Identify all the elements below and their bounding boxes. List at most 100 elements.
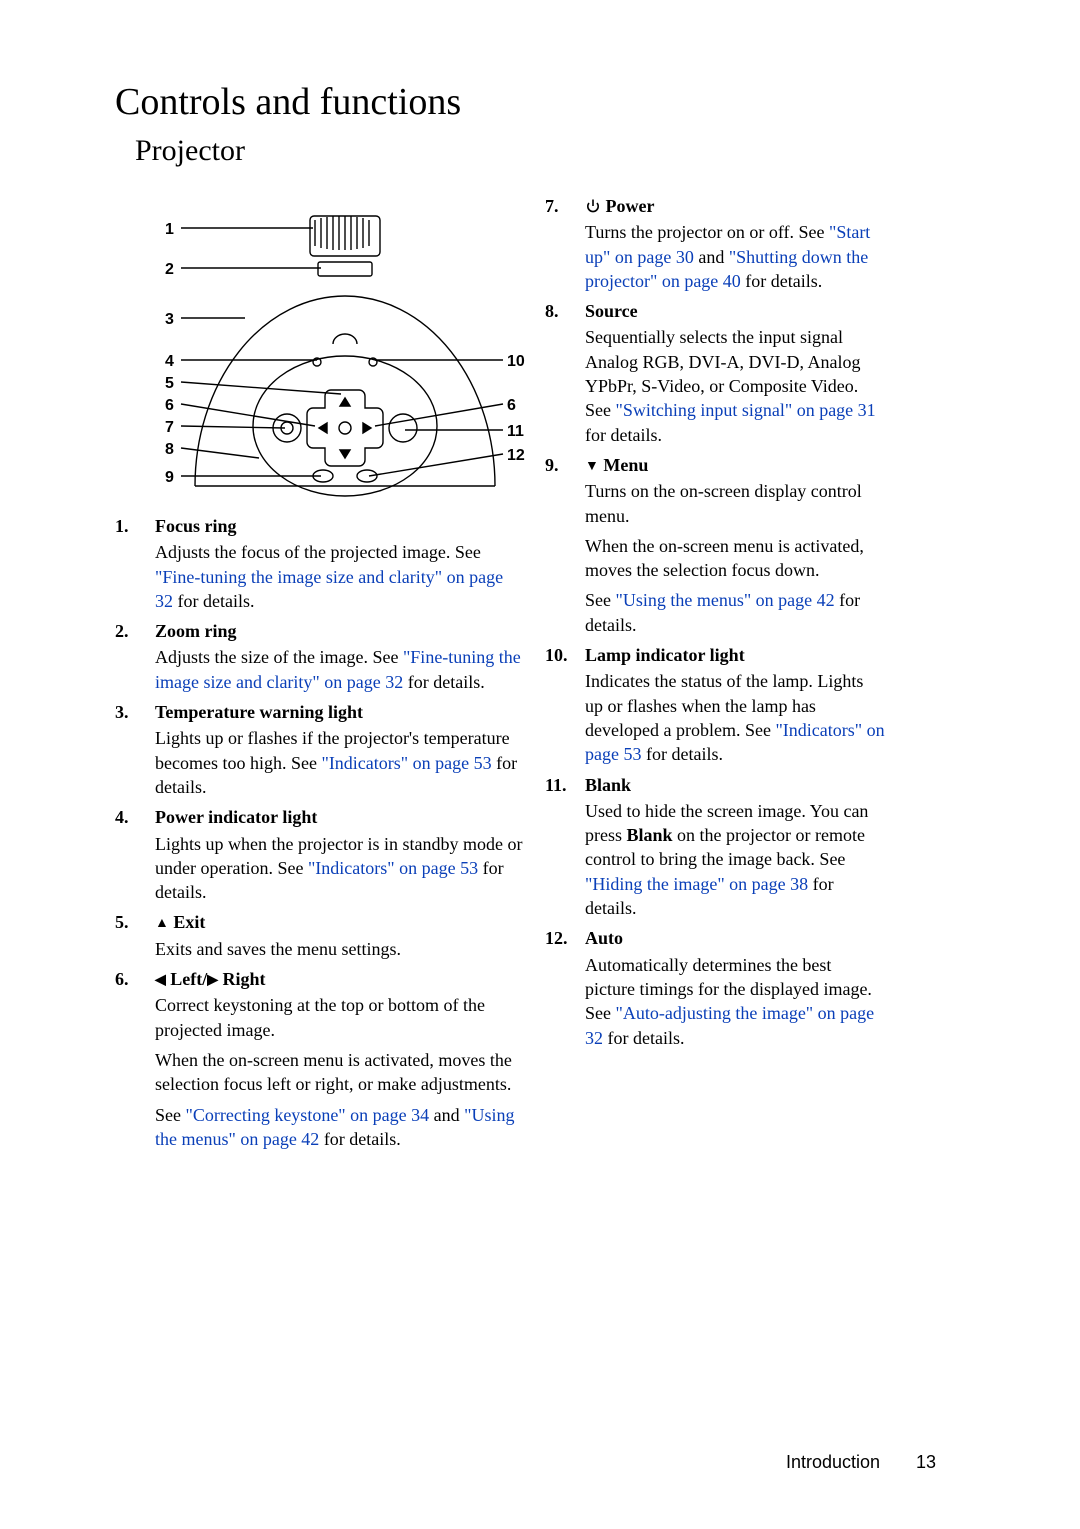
item-body: SourceSequentially selects the input sig… <box>585 299 885 447</box>
item-body: Auto Automatically determines the best pi… <box>585 926 885 1049</box>
arrow-icon: ▲ <box>155 915 169 934</box>
item-title: Temperature warning light <box>155 700 525 724</box>
text: See <box>155 1105 186 1125</box>
callout-9: 9 <box>165 469 174 486</box>
item-title: Zoom ring <box>155 619 525 643</box>
item-number: 6. <box>115 967 155 1151</box>
item-description: See "Correcting keystone" on page 34 and… <box>155 1103 525 1152</box>
text: and <box>429 1105 464 1125</box>
item-body: BlankUsed to hide the screen image. You … <box>585 773 885 921</box>
callout-7: 7 <box>165 419 174 436</box>
cross-reference-link[interactable]: "Indicators" on page 53 <box>321 753 491 773</box>
item-title: Power indicator light <box>155 805 525 829</box>
text: Turns on the on-screen display control m… <box>585 481 862 525</box>
cross-reference-link[interactable]: "Indicators" on page 53 <box>308 858 478 878</box>
page-subtitle: Projector <box>135 134 980 168</box>
item-title: Power <box>585 194 885 218</box>
text: for details. <box>641 744 722 764</box>
item-title: ▼ Menu <box>585 453 885 477</box>
item-description: Lights up or flashes if the projector's … <box>155 726 525 799</box>
item-number: 9. <box>545 453 585 637</box>
item-description: Adjusts the size of the image. See "Fine… <box>155 645 525 694</box>
item-description: When the on-screen menu is activated, mo… <box>155 1048 525 1097</box>
item-body: Lamp indicator lightIndicates the status… <box>585 643 885 766</box>
list-item: 10.Lamp indicator lightIndicates the sta… <box>545 643 885 766</box>
item-title: ◀ Left/▶ Right <box>155 967 525 991</box>
item-number: 1. <box>115 514 155 613</box>
callout-12: 12 <box>507 447 525 464</box>
cross-reference-link[interactable]: "Using the menus" on page 42 <box>616 590 835 610</box>
cross-reference-link[interactable]: "Correcting keystone" on page 34 <box>186 1105 430 1125</box>
item-description: Automatically determines the best pictur… <box>585 953 885 1050</box>
page-title: Controls and functions <box>115 80 980 124</box>
item-number: 8. <box>545 299 585 447</box>
text: for details. <box>585 425 662 445</box>
item-description: Exits and saves the menu settings. <box>155 937 525 961</box>
list-item: 8.SourceSequentially selects the input s… <box>545 299 885 447</box>
item-body: Power indicator light Lights up when the … <box>155 805 525 904</box>
item-title: Auto <box>585 926 885 950</box>
callout-5: 5 <box>165 375 174 392</box>
item-description: Turns on the on-screen display control m… <box>585 479 885 528</box>
text: Turns the projector on or off. See <box>585 222 829 242</box>
callout-11: 11 <box>507 423 524 440</box>
text: Blank <box>627 825 673 845</box>
text: and <box>694 247 729 267</box>
item-body: ▲ Exit Exits and saves the menu settings. <box>155 910 525 961</box>
item-body: ◀ Left/▶ Right Correct keystoning at the … <box>155 967 525 1151</box>
left-column: 1.Focus ringAdjusts the focus of the pro… <box>115 514 525 1157</box>
text: for details. <box>173 591 254 611</box>
list-item: 2.Zoom ringAdjusts the size of the image… <box>115 619 525 694</box>
text: Correct keystoning at the top or bottom … <box>155 995 485 1039</box>
arrow-icon: ▶ <box>207 972 218 991</box>
text: for details. <box>603 1028 684 1048</box>
item-title: ▲ Exit <box>155 910 525 934</box>
item-description: See "Using the menus" on page 42 for det… <box>585 588 885 637</box>
item-body: Temperature warning lightLights up or fl… <box>155 700 525 799</box>
footer-section: Introduction <box>786 1452 880 1472</box>
list-item: 12.Auto Automatically determines the best… <box>545 926 885 1049</box>
item-title: Blank <box>585 773 885 797</box>
text: for details. <box>741 271 822 291</box>
item-body: PowerTurns the projector on or off. See … <box>585 194 885 293</box>
item-description: Adjusts the focus of the projected image… <box>155 540 525 613</box>
item-description: When the on-screen menu is activated, mo… <box>585 534 885 583</box>
callout-1: 1 <box>165 221 174 238</box>
arrow-icon: ▼ <box>585 458 599 477</box>
callout-10: 10 <box>507 353 525 370</box>
item-description: Sequentially selects the input signal An… <box>585 325 885 446</box>
item-description: Turns the projector on or off. See "Star… <box>585 220 885 293</box>
item-description: Correct keystoning at the top or bottom … <box>155 993 525 1042</box>
text: for details. <box>403 672 484 692</box>
text: See <box>585 590 616 610</box>
list-item: 9.▼ Menu Turns on the on-screen display c… <box>545 453 885 637</box>
footer: Introduction 13 <box>786 1452 880 1473</box>
item-title: Source <box>585 299 885 323</box>
list-item: 5.▲ ExitExits and saves the menu setting… <box>115 910 525 961</box>
list-item: 11.BlankUsed to hide the screen image. Y… <box>545 773 885 921</box>
callout-8: 8 <box>165 441 174 458</box>
text: When the on-screen menu is activated, mo… <box>585 536 864 580</box>
item-title: Lamp indicator light <box>585 643 885 667</box>
item-description: Lights up when the projector is in stand… <box>155 832 525 905</box>
callout-3: 3 <box>165 311 174 328</box>
text: for details. <box>319 1129 400 1149</box>
text: Adjusts the size of the image. See <box>155 647 403 667</box>
arrow-icon: ◀ <box>155 972 166 991</box>
cross-reference-link[interactable]: "Hiding the image" on page 38 <box>585 874 808 894</box>
cross-reference-link[interactable]: "Switching input signal" on page 31 <box>616 400 876 420</box>
footer-page-number: 13 <box>916 1452 936 1473</box>
text: When the on-screen menu is activated, mo… <box>155 1050 512 1094</box>
item-number: 10. <box>545 643 585 766</box>
callout-6: 6 <box>165 397 174 414</box>
callout-4: 4 <box>165 353 174 370</box>
right-column: 7. PowerTurns the projector on or off. S… <box>545 194 885 1157</box>
callout-6r: 6 <box>507 397 516 414</box>
power-icon <box>585 196 601 216</box>
item-number: 2. <box>115 619 155 694</box>
list-item: 4.Power indicator lightLights up when th… <box>115 805 525 904</box>
item-number: 3. <box>115 700 155 799</box>
item-number: 12. <box>545 926 585 1049</box>
item-body: Focus ringAdjusts the focus of the proje… <box>155 514 525 613</box>
list-item: 1.Focus ringAdjusts the focus of the pro… <box>115 514 525 613</box>
